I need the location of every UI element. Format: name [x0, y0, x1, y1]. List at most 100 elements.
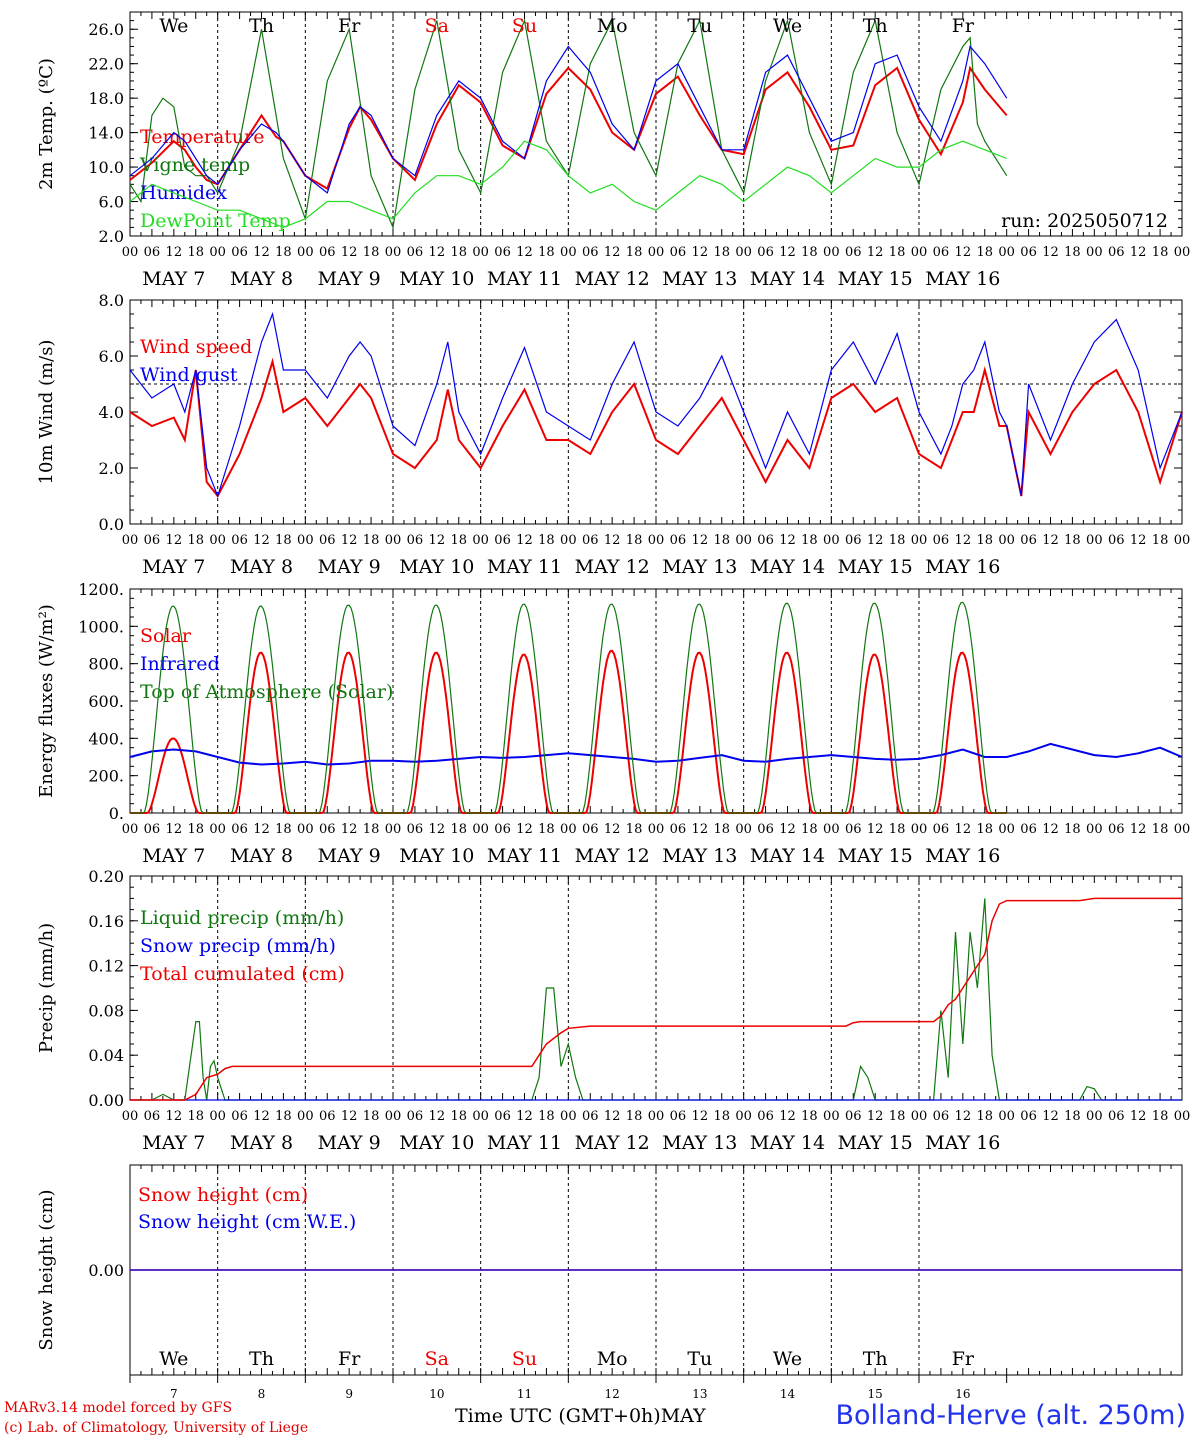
- legend-entry: Snow height (cm): [138, 1184, 308, 1206]
- hour-tick-label: 12: [166, 822, 183, 837]
- hour-tick-label: 06: [845, 533, 862, 548]
- day-label: We: [773, 15, 802, 37]
- hour-tick-label: 00: [122, 822, 139, 837]
- hour-tick-label: 06: [494, 822, 511, 837]
- date-label: MAY 10: [399, 268, 474, 290]
- day-number-label: 13: [692, 1387, 707, 1401]
- day-label: Th: [249, 1348, 274, 1370]
- hour-tick-label: 00: [385, 245, 402, 260]
- hour-tick-label: 12: [166, 1109, 183, 1124]
- hour-tick-label: 12: [1130, 245, 1147, 260]
- y-tick-label: 14.0: [88, 124, 124, 143]
- hour-tick-label: 00: [648, 245, 665, 260]
- date-label: MAY 7: [142, 268, 205, 290]
- run-label: run: 2025050712: [1001, 210, 1168, 232]
- hour-tick-label: 00: [560, 245, 577, 260]
- hour-tick-label: 06: [582, 1109, 599, 1124]
- hour-tick-label: 18: [363, 245, 380, 260]
- hour-tick-label: 12: [779, 533, 796, 548]
- date-label: MAY 13: [662, 268, 737, 290]
- legend-entry: Wind gust: [140, 364, 238, 386]
- series-line-wind-speed: [129, 357, 1183, 498]
- hour-tick-label: 12: [955, 1109, 972, 1124]
- y-tick-label: 0.04: [88, 1046, 124, 1065]
- hour-tick-label: 00: [472, 245, 489, 260]
- hour-tick-label: 00: [911, 1109, 928, 1124]
- series-line-wind-gust: [129, 311, 1183, 498]
- hour-tick-label: 00: [823, 533, 840, 548]
- hour-tick-label: 06: [933, 1109, 950, 1124]
- day-label: Th: [863, 15, 888, 37]
- hour-tick-label: 06: [319, 245, 336, 260]
- hour-tick-label: 18: [538, 1109, 555, 1124]
- hour-tick-label: 00: [735, 1109, 752, 1124]
- hour-tick-label: 18: [187, 533, 204, 548]
- date-label: MAY 13: [662, 556, 737, 578]
- hour-tick-label: 12: [1042, 1109, 1059, 1124]
- hour-tick-label: 00: [1086, 822, 1103, 837]
- hour-tick-label: 12: [867, 245, 884, 260]
- hour-tick-label: 06: [144, 245, 161, 260]
- hour-tick-label: 00: [385, 1109, 402, 1124]
- hour-tick-label: 12: [341, 533, 358, 548]
- hour-tick-label: 06: [231, 533, 248, 548]
- hour-tick-label: 00: [998, 1109, 1015, 1124]
- hour-tick-label: 12: [1042, 533, 1059, 548]
- hour-tick-label: 12: [341, 245, 358, 260]
- series-line-total-cumulated-cm-: [130, 897, 1182, 1101]
- hour-tick-label: 18: [538, 533, 555, 548]
- legend-entry: Infrared: [140, 653, 220, 675]
- hour-tick-label: 18: [275, 245, 292, 260]
- hour-tick-label: 06: [231, 245, 248, 260]
- hour-tick-label: 06: [231, 1109, 248, 1124]
- y-tick-label: 0.16: [88, 912, 124, 931]
- series-line-temperature: [129, 65, 1008, 191]
- day-label: Fr: [952, 1348, 975, 1370]
- hour-tick-label: 18: [275, 822, 292, 837]
- hour-tick-label: 12: [253, 245, 270, 260]
- y-tick-label: 8.0: [99, 291, 124, 310]
- hour-tick-label: 18: [363, 533, 380, 548]
- y-tick-label: 600.: [88, 692, 124, 711]
- hour-tick-label: 00: [472, 533, 489, 548]
- hour-tick-label: 06: [1020, 822, 1037, 837]
- hour-tick-label: 00: [648, 822, 665, 837]
- hour-tick-label: 00: [1174, 533, 1191, 548]
- hour-tick-label: 06: [1108, 533, 1125, 548]
- day-label: Sa: [425, 1348, 449, 1370]
- date-label: MAY 16: [925, 845, 1000, 867]
- y-tick-label: 4.0: [99, 403, 124, 422]
- hour-tick-label: 18: [363, 822, 380, 837]
- hour-tick-label: 06: [845, 245, 862, 260]
- hour-tick-label: 00: [823, 245, 840, 260]
- hour-tick-label: 00: [209, 1109, 226, 1124]
- hour-tick-label: 06: [757, 822, 774, 837]
- hour-tick-label: 00: [648, 1109, 665, 1124]
- hour-tick-label: 18: [889, 245, 906, 260]
- date-label: MAY 7: [142, 1132, 205, 1154]
- y-tick-label: 1000.: [78, 617, 124, 636]
- hour-tick-label: 06: [319, 533, 336, 548]
- hour-tick-label: 06: [933, 822, 950, 837]
- legend-entry: Vigne temp: [139, 154, 250, 176]
- hour-tick-label: 12: [429, 822, 446, 837]
- hour-tick-label: 00: [998, 822, 1015, 837]
- station-label: Bolland-Herve (alt. 250m): [835, 1400, 1186, 1431]
- hour-tick-label: 00: [560, 822, 577, 837]
- date-label: MAY 11: [487, 1132, 562, 1154]
- date-label: MAY 15: [838, 1132, 913, 1154]
- hour-tick-label: 12: [779, 245, 796, 260]
- hour-tick-label: 00: [911, 245, 928, 260]
- hour-tick-label: 12: [341, 822, 358, 837]
- hour-tick-label: 18: [450, 245, 467, 260]
- hour-tick-label: 18: [889, 1109, 906, 1124]
- hour-tick-label: 12: [1042, 822, 1059, 837]
- hour-tick-label: 12: [692, 822, 709, 837]
- panel-3: 0. 200. 400. 600. 800. 1000. 1200. Energy fluxe…: [36, 580, 1183, 823]
- date-label: MAY 11: [487, 845, 562, 867]
- date-label: MAY 16: [925, 556, 1000, 578]
- hour-tick-label: 12: [516, 1109, 533, 1124]
- hour-tick-label: 12: [955, 245, 972, 260]
- legend-entry: Temperature: [140, 126, 264, 148]
